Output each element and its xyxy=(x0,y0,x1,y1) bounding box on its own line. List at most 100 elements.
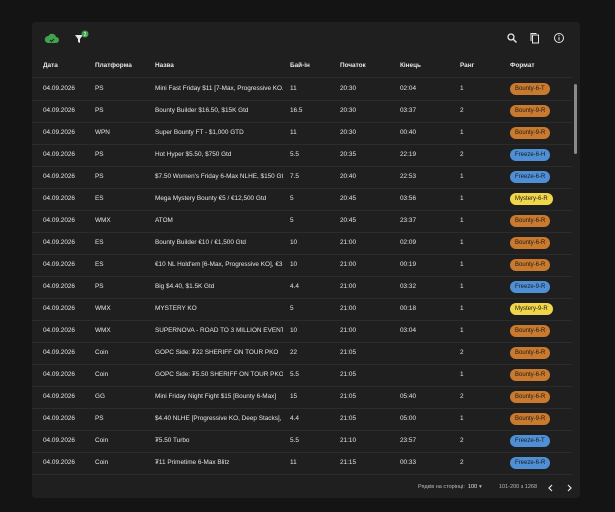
cell-platform: WMX xyxy=(95,217,111,224)
cell-date: 04.09.2026 xyxy=(43,459,75,466)
table-row[interactable]: 04.09.2026 Coin GOPC Side: ₮5.50 SHERIFF O… xyxy=(32,364,572,387)
table-row[interactable]: 04.09.2026 Coin GOPC Side: ₮22 SHERIFF ON … xyxy=(32,342,572,365)
format-badge: Freeze-6-R xyxy=(510,457,551,469)
format-badge: Bounty-9-R xyxy=(510,127,551,139)
filter-badge: 2 xyxy=(84,32,87,38)
page-range: 101-200 з 1268 xyxy=(499,484,537,490)
cell-rank: 2 xyxy=(460,349,464,356)
table-row[interactable]: 04.09.2026 PS Mini Fast Friday $11 [7-Max,… xyxy=(32,78,572,101)
copy-icon[interactable] xyxy=(529,32,541,44)
cell-end: 03:32 xyxy=(400,283,416,290)
cell-start: 21:00 xyxy=(340,327,356,334)
table-row[interactable]: 04.09.2026 PS Big $4.40, $1.5K Gtd 4.4 21:00… xyxy=(32,276,572,299)
cell-end: 02:09 xyxy=(400,239,416,246)
table-row[interactable]: 04.09.2026 Coin ₮11 Primetime 6-Max Blitz 1… xyxy=(32,452,572,475)
format-badge: Freeze-6-R xyxy=(510,171,551,183)
cell-end: 02:04 xyxy=(400,85,416,92)
table-row[interactable]: 04.09.2026 PS $7.50 Women's Friday 6-Max N… xyxy=(32,166,572,189)
cell-end: 23:37 xyxy=(400,217,416,224)
cell-buyin: 11 xyxy=(290,129,297,136)
cell-end: 00:19 xyxy=(400,261,416,268)
table-row[interactable]: 04.09.2026 WMX ATOM 5 20:45 23:37 1 Bounty-6-R xyxy=(32,210,572,233)
cell-rank: 1 xyxy=(460,415,464,422)
cell-name: GOPC Side: ₮5.50 SHERIFF ON TOUR PKO xyxy=(155,371,283,378)
cell-start: 20:35 xyxy=(340,151,356,158)
page-arrows[interactable] xyxy=(545,483,575,493)
cell-rank: 2 xyxy=(460,459,464,466)
column-header: Бай-ін xyxy=(290,62,310,69)
table-row[interactable]: 04.09.2026 Coin ₮5.50 Turbo 5.5 21:10 23:57 2 F… xyxy=(32,430,572,453)
cell-date: 04.09.2026 xyxy=(43,85,75,92)
column-header: Ранг xyxy=(460,62,475,69)
rows-per-page[interactable]: 100 xyxy=(468,484,478,490)
cell-end: 03:56 xyxy=(400,195,416,202)
format-badge: Freeze-9-R xyxy=(510,281,551,293)
cell-buyin: 10 xyxy=(290,239,298,246)
cloud-icon[interactable] xyxy=(44,32,60,46)
cell-name: ₮5.50 Turbo xyxy=(155,437,190,444)
table: Дата Платформа Назва Бай-ін Початок Кінець Ран… xyxy=(32,55,580,479)
cell-end: 23:57 xyxy=(400,437,416,444)
table-row[interactable]: 04.09.2026 PS Hot Hyper $5.50, $750 Gtd 5.5… xyxy=(32,144,572,167)
cell-rank: 1 xyxy=(460,217,464,224)
table-row[interactable]: 04.09.2026 ES Bounty Builder €10 / €1,500 … xyxy=(32,232,572,255)
cell-platform: WMX xyxy=(95,327,111,334)
cell-platform: Coin xyxy=(95,459,109,466)
column-header: Початок xyxy=(340,62,366,69)
cell-start: 20:45 xyxy=(340,195,356,202)
cell-buyin: 11 xyxy=(290,459,297,466)
cell-buyin: 10 xyxy=(290,261,298,268)
cell-end: 00:33 xyxy=(400,459,416,466)
table-row[interactable]: 04.09.2026 WPN Super Bounty FT - $1,000 GT… xyxy=(32,122,572,145)
column-header: Формат xyxy=(510,62,535,69)
table-row[interactable]: 04.09.2026 PS $4.40 NLHE [Progressive KO, … xyxy=(32,408,572,431)
cell-platform: ES xyxy=(95,195,104,202)
cell-buyin: 16.5 xyxy=(290,107,303,114)
cell-name: €10 NL Hold'em [6-Max, Progressive KO], … xyxy=(155,261,283,268)
table-row[interactable]: 04.09.2026 ES Mega Mystery Bounty €5 / €12… xyxy=(32,188,572,211)
cell-end: 00:18 xyxy=(400,305,416,312)
search-icon[interactable] xyxy=(506,32,518,44)
cell-name: SUPERNOVA - ROAD TO 3 MILLION EVENT xyxy=(155,327,283,334)
table-row[interactable]: 04.09.2026 PS Bounty Builder $16.50, $15K … xyxy=(32,100,572,123)
cell-start: 21:00 xyxy=(340,261,356,268)
cell-platform: PS xyxy=(95,85,104,92)
filter-icon[interactable]: 2 xyxy=(74,30,92,46)
cell-rank: 1 xyxy=(460,85,464,92)
cell-date: 04.09.2026 xyxy=(43,327,75,334)
cell-name: Mini Friday Night Fight $15 [Bounty 6-Ma… xyxy=(155,393,277,400)
cell-rank: 1 xyxy=(460,239,464,246)
cell-start: 20:40 xyxy=(340,173,356,180)
cell-date: 04.09.2026 xyxy=(43,129,75,136)
format-badge: Bounty-9-R xyxy=(510,105,551,117)
pagination: Рядків на сторінці: 100 ▾ 101-200 з 1268 xyxy=(32,480,580,498)
info-icon[interactable] xyxy=(553,32,565,44)
format-badge: Bounty-6-T xyxy=(510,83,550,95)
format-badge: Bounty-6-R xyxy=(510,391,551,403)
format-badge: Bounty-6-R xyxy=(510,215,551,227)
table-row[interactable]: 04.09.2026 GG Mini Friday Night Fight $15 … xyxy=(32,386,572,409)
cell-end: 00:40 xyxy=(400,129,416,136)
scrollbar[interactable] xyxy=(574,84,577,154)
cell-date: 04.09.2026 xyxy=(43,371,75,378)
table-row[interactable]: 04.09.2026 WMX MYSTERY KO 5 21:00 00:18 1 Myste… xyxy=(32,298,572,321)
cell-date: 04.09.2026 xyxy=(43,415,75,422)
cell-platform: Coin xyxy=(95,349,109,356)
cell-name: Super Bounty FT - $1,000 GTD xyxy=(155,129,244,136)
table-row[interactable]: 04.09.2026 WMX SUPERNOVA - ROAD TO 3 MILLI… xyxy=(32,320,572,343)
column-header: Дата xyxy=(43,62,58,69)
cell-platform: PS xyxy=(95,173,104,180)
cell-rank: 1 xyxy=(460,261,464,268)
cell-buyin: 4.4 xyxy=(290,415,299,422)
cell-rank: 2 xyxy=(460,437,464,444)
cell-rank: 2 xyxy=(460,107,464,114)
cell-buyin: 5.5 xyxy=(290,371,299,378)
format-badge: Freeze-6-H xyxy=(510,149,551,161)
cell-name: GOPC Side: ₮22 SHERIFF ON TOUR PKO xyxy=(155,349,279,356)
cell-date: 04.09.2026 xyxy=(43,195,75,202)
cell-rank: 1 xyxy=(460,371,464,378)
table-row[interactable]: 04.09.2026 ES €10 NL Hold'em [6-Max, Progr… xyxy=(32,254,572,277)
format-badge: Mystery-6-R xyxy=(510,193,553,205)
cell-start: 21:05 xyxy=(340,415,356,422)
